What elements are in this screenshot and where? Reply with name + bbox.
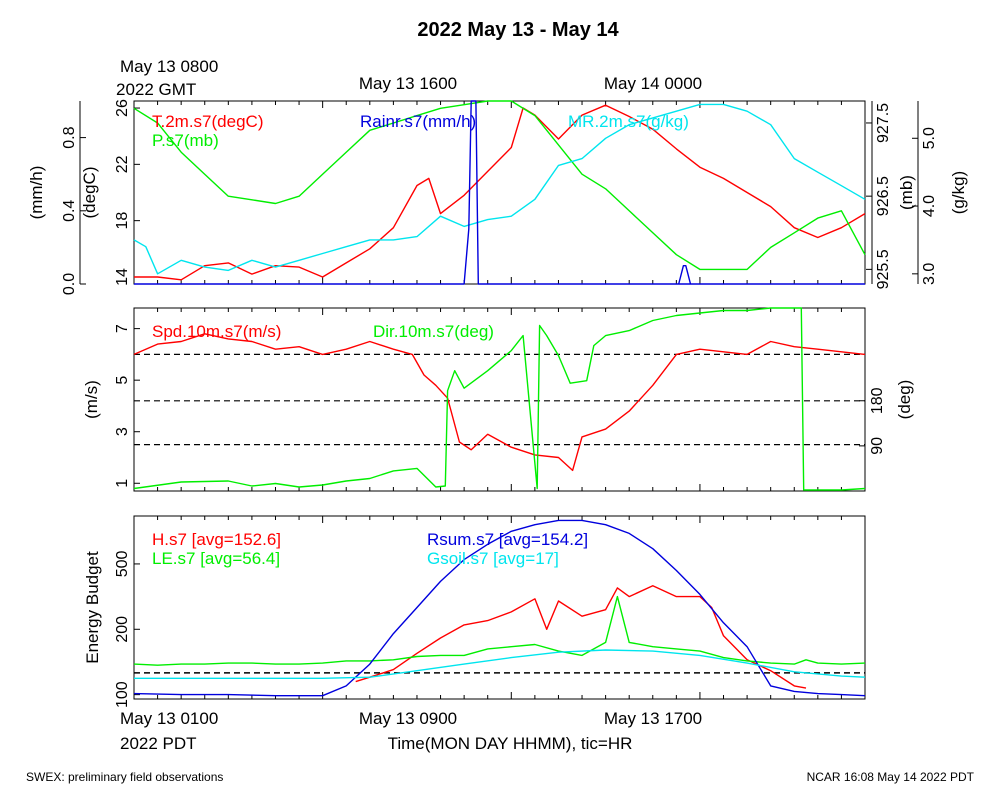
series-line-met-3	[134, 100, 865, 285]
y-tick-label: 4.0	[921, 195, 938, 217]
chart-title: 2022 May 13 - May 14	[417, 19, 619, 41]
legend-entry: Rainr.s7(mm/h)	[360, 112, 476, 131]
top-axis-start-year: 2022 GMT	[116, 80, 196, 99]
panel-energy-frame	[133, 515, 866, 700]
series-line-energy-1	[133, 595, 866, 666]
y-tick-label: 90	[869, 437, 886, 455]
series-line-energy-2	[133, 519, 866, 697]
legend-entry: Gsoil.s7 [avg=17]	[427, 549, 559, 568]
y-tick-label: 926.5	[875, 176, 892, 216]
legend-entry: Rsum.s7 [avg=154.2]	[427, 530, 588, 549]
footer-right: NCAR 16:08 May 14 2022 PDT	[807, 770, 975, 784]
footer-left: SWEX: preliminary field observations	[26, 770, 223, 784]
legend-entry: MR.2m.s7(g/kg)	[568, 112, 689, 131]
y-tick-label: 0.0	[61, 273, 78, 295]
y-tick-label: 5.0	[921, 127, 938, 149]
y-tick-label: 200	[114, 616, 131, 643]
y-tick-label: 3	[114, 427, 131, 436]
y-axis-label: (deg)	[895, 380, 914, 420]
y-tick-label: 0.4	[61, 200, 78, 222]
legend-entry: Dir.10m.s7(deg)	[373, 322, 494, 341]
y-axis-label: (degC)	[80, 167, 99, 219]
legend-entry: P.s7(mb)	[152, 131, 219, 150]
y-axis-label: (g/kg)	[949, 171, 968, 214]
y-tick-label: 0.8	[61, 126, 78, 148]
y-tick-label: 3.0	[921, 263, 938, 285]
y-tick-label: 1	[114, 479, 131, 488]
y-axis-label: (m/s)	[82, 380, 101, 419]
y-tick-label: 500	[114, 550, 131, 577]
bottom-axis-label-2: May 13 1700	[604, 709, 702, 728]
y-axis-label: (mb)	[897, 175, 916, 210]
y-tick-label: 927.5	[875, 103, 892, 143]
top-axis-label-1: May 13 1600	[359, 74, 457, 93]
axis-ticks: 0.0 0.4 0.8 (mm/h) 14 18 22 26 (degC) 925.5 926.5 9…	[27, 99, 968, 708]
legend-entry: LE.s7 [avg=56.4]	[152, 549, 280, 568]
y-axis-label: (mm/h)	[27, 166, 46, 220]
y-tick-label: 180	[869, 387, 886, 414]
series-line-energy-0	[355, 585, 807, 689]
y-tick-label: 26	[114, 99, 131, 117]
series-line-energy-3	[134, 649, 866, 679]
panel-wind-frame	[133, 307, 866, 492]
series-line-wind-0	[133, 333, 866, 472]
series-line-met-0	[134, 104, 866, 281]
x-axis-title: Time(MON DAY HHMM), tic=HR	[388, 734, 633, 753]
series-line-wind-1	[133, 307, 866, 491]
y-tick-label: 7	[114, 324, 131, 333]
y-tick-label: 5	[114, 376, 131, 385]
bottom-axis-start-label: May 13 0100	[120, 709, 218, 728]
legend-entry: T.2m.s7(degC)	[152, 112, 263, 131]
legend-entry: H.s7 [avg=152.6]	[152, 530, 281, 549]
y-tick-label: 14	[114, 268, 131, 286]
y-tick-label: 925.5	[875, 249, 892, 289]
series-line-met-1	[133, 100, 866, 271]
legend-entry: Spd.10m.s7(m/s)	[152, 322, 281, 341]
series-lines	[133, 100, 866, 697]
reference-lines	[134, 353, 865, 674]
y-tick-label: 18	[114, 212, 131, 230]
y-axis-label: Energy Budget	[83, 551, 102, 664]
series-line-met-4	[678, 265, 692, 285]
top-axis-start-label: May 13 0800	[120, 57, 218, 76]
legend: T.2m.s7(degC)P.s7(mb) MR.2m.s7(g/kg) Rainr…	[152, 112, 689, 568]
top-axis-label-2: May 14 0000	[604, 74, 702, 93]
y-tick-label: 22	[114, 155, 131, 173]
y-tick-label: 100	[114, 681, 131, 708]
series-line-met-2	[133, 103, 866, 275]
bottom-axis-start-year: 2022 PDT	[120, 734, 197, 753]
bottom-axis-label-1: May 13 0900	[359, 709, 457, 728]
